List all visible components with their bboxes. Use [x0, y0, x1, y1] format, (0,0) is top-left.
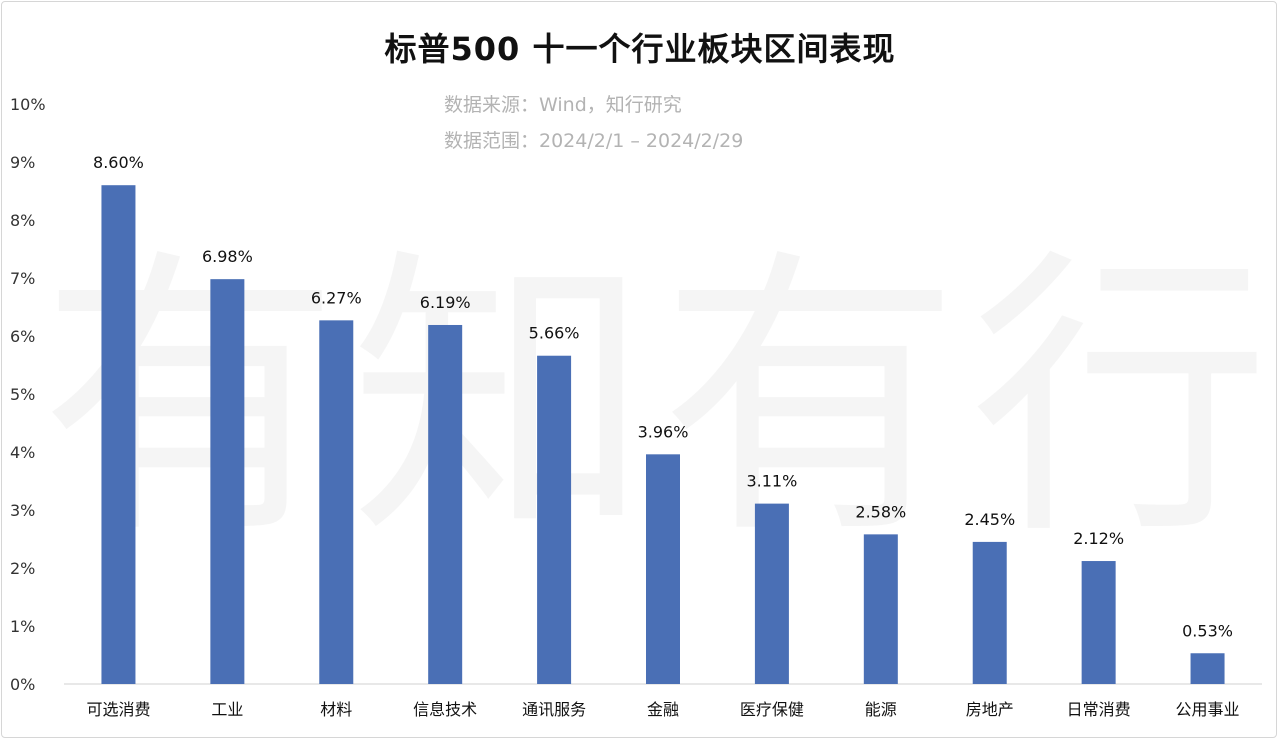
- y-tick-label: 10%: [10, 95, 46, 114]
- y-tick-label: 3%: [10, 501, 35, 520]
- y-tick-label: 0%: [10, 675, 35, 694]
- data-label: 3.11%: [746, 472, 797, 491]
- y-tick-label: 7%: [10, 269, 35, 288]
- data-label: 5.66%: [529, 324, 580, 343]
- data-range-note: 数据范围：2024/2/1 – 2024/2/29: [444, 130, 744, 152]
- x-tick-label: 金融: [647, 700, 679, 719]
- y-tick-label: 8%: [10, 211, 35, 230]
- bar: [537, 355, 572, 684]
- x-tick-label: 通讯服务: [522, 700, 586, 719]
- x-tick-label: 信息技术: [413, 700, 477, 719]
- data-label: 2.12%: [1073, 529, 1124, 548]
- bar: [428, 324, 463, 684]
- bar: [863, 534, 898, 684]
- bar: [972, 541, 1007, 684]
- x-tick-label: 公用事业: [1176, 700, 1240, 719]
- y-tick-label: 5%: [10, 385, 35, 404]
- data-label: 6.27%: [311, 288, 362, 307]
- x-tick-label: 医疗保健: [740, 700, 804, 719]
- y-tick-label: 1%: [10, 617, 35, 636]
- x-tick-label: 可选消费: [86, 700, 150, 719]
- y-tick-label: 2%: [10, 559, 35, 578]
- bar: [210, 279, 245, 684]
- data-label: 3.96%: [638, 422, 689, 441]
- x-tick-label: 日常消费: [1067, 700, 1131, 719]
- x-tick-label: 房地产: [966, 700, 1014, 719]
- x-tick-label: 工业: [211, 700, 243, 719]
- data-label: 6.19%: [420, 293, 471, 312]
- y-tick-label: 9%: [10, 153, 35, 172]
- x-tick-label: 材料: [320, 700, 352, 719]
- data-label: 8.60%: [93, 153, 144, 172]
- y-tick-label: 6%: [10, 327, 35, 346]
- y-tick-label: 4%: [10, 443, 35, 462]
- x-tick-label: 能源: [865, 700, 897, 719]
- chart-title: 标普500 十一个行业板块区间表现: [384, 30, 896, 68]
- bar: [646, 454, 680, 684]
- data-label: 2.58%: [855, 502, 906, 521]
- bar: [1081, 561, 1116, 684]
- data-source-note: 数据来源：Wind，知行研究: [444, 94, 682, 116]
- bar: [319, 320, 354, 684]
- data-label: 6.98%: [202, 247, 253, 266]
- data-label: 0.53%: [1182, 621, 1233, 640]
- data-label: 2.45%: [964, 510, 1015, 529]
- bar: [1190, 653, 1225, 684]
- bar: [101, 185, 136, 684]
- bar: [754, 503, 789, 684]
